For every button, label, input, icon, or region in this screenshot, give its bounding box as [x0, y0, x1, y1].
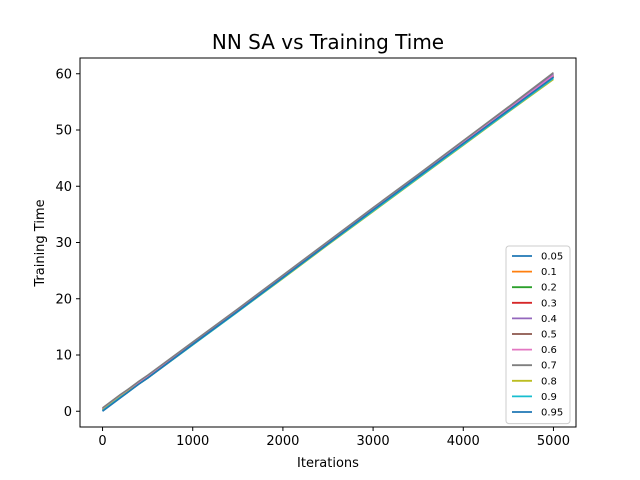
x-tick-label: 0 [98, 434, 106, 449]
y-tick-label: 10 [55, 349, 72, 364]
legend-label: 0.4 [541, 314, 557, 325]
legend-label: 0.9 [541, 392, 557, 403]
x-tick-label: 4000 [447, 434, 480, 449]
y-tick-label: 20 [55, 292, 72, 307]
y-tick-label: 60 [55, 67, 72, 82]
series-line-7 [102, 71, 554, 409]
plot-lines [102, 71, 554, 412]
y-axis-label: Training Time [33, 199, 48, 287]
x-tick-label: 1000 [176, 434, 209, 449]
legend-label: 0.05 [541, 252, 563, 263]
legend-label: 0.8 [541, 376, 557, 387]
legend-label: 0.6 [541, 345, 557, 356]
y-tick-label: 40 [55, 180, 72, 195]
legend-label: 0.3 [541, 298, 557, 309]
legend-label: 0.2 [541, 283, 557, 294]
y-tick-label: 50 [55, 124, 72, 139]
y-tick-label: 30 [55, 236, 72, 251]
series-line-6 [102, 74, 554, 410]
x-tick-label: 3000 [357, 434, 390, 449]
x-tick-label: 5000 [537, 434, 570, 449]
y-axis: 0 10 20 30 40 50 60 [55, 67, 80, 420]
legend-label: 0.5 [541, 330, 557, 341]
x-axis: 0 1000 2000 3000 4000 5000 [98, 427, 570, 449]
legend-label: 0.1 [541, 267, 557, 278]
series-line-10 [102, 76, 554, 412]
legend: 0.05 0.1 0.2 0.3 0.4 0.5 0.6 0.7 0.8 0.9 0.95 [505, 245, 571, 425]
legend-label: 0.7 [541, 361, 557, 372]
x-axis-label: Iterations [297, 456, 359, 471]
x-tick-label: 2000 [266, 434, 299, 449]
chart-title: NN SA vs Training Time [212, 30, 444, 54]
legend-box [505, 245, 571, 425]
y-tick-label: 0 [64, 405, 72, 420]
legend-label: 0.95 [541, 408, 563, 419]
